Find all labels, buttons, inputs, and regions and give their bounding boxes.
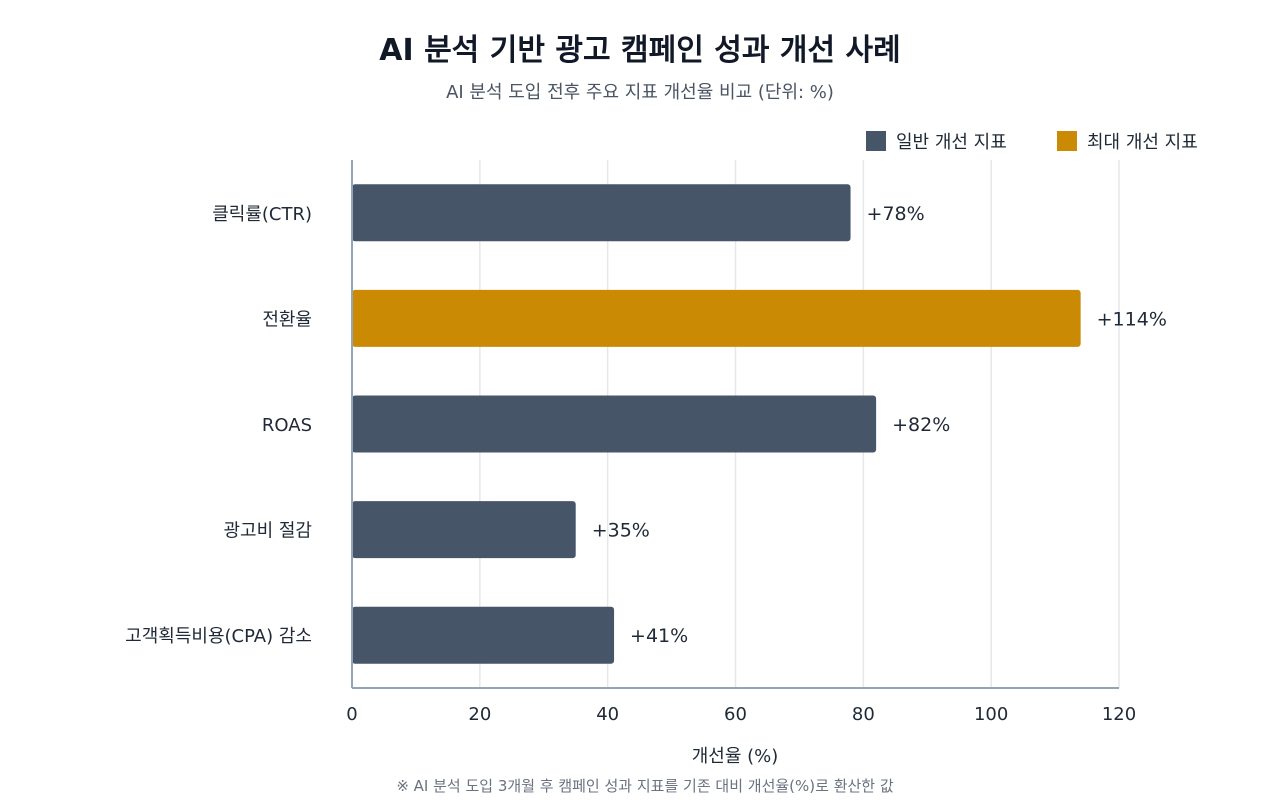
- category-label-2: ROAS: [262, 415, 312, 436]
- chart-subtitle: AI 분석 도입 전후 주요 지표 개선율 비교 (단위: %): [446, 82, 834, 103]
- category-label-0: 클릭률(CTR): [212, 204, 312, 225]
- legend-swatch-highlight: [1057, 131, 1077, 151]
- bar-1: [352, 289, 1081, 347]
- category-label-4: 고객획득비용(CPA) 감소: [125, 626, 312, 647]
- bar-0: [352, 184, 851, 242]
- x-tick-label-0: 0: [346, 704, 357, 725]
- legend-label-normal: 일반 개선 지표: [896, 132, 1007, 153]
- value-label-0: +78%: [867, 203, 925, 225]
- bars: [352, 184, 1081, 664]
- bar-3: [352, 501, 576, 559]
- bar-2: [352, 395, 877, 453]
- x-tick-label-6: 120: [1102, 704, 1136, 725]
- x-tick-label-5: 100: [974, 704, 1008, 725]
- value-label-2: +82%: [892, 414, 950, 436]
- x-tick-label-1: 20: [468, 704, 491, 725]
- x-axis-title: 개선율 (%): [692, 746, 779, 767]
- labels: 클릭률(CTR) +78% 전환율 +114% ROAS +82% 광고비 절감 +35% 고객…: [125, 203, 1167, 647]
- value-label-4: +41%: [630, 625, 688, 647]
- value-label-3: +35%: [592, 520, 650, 542]
- x-tick-label-3: 60: [724, 704, 747, 725]
- category-label-3: 광고비 절감: [223, 521, 312, 542]
- x-tick-label-2: 40: [596, 704, 619, 725]
- legend-swatch-normal: [866, 131, 886, 151]
- legend: 일반 개선 지표 최대 개선 지표: [866, 131, 1198, 153]
- chart-title: AI 분석 기반 광고 캠페인 성과 개선 사례: [379, 33, 901, 68]
- footnote: ※ AI 분석 도입 3개월 후 캠페인 성과 지표를 기존 대비 개선율(%)…: [396, 777, 894, 795]
- value-label-1: +114%: [1097, 308, 1167, 330]
- axes: 0 20 40 60 80 100 120: [346, 160, 1136, 725]
- bar-4: [352, 606, 615, 664]
- category-label-1: 전환율: [262, 309, 312, 330]
- x-tick-label-4: 80: [852, 704, 875, 725]
- legend-label-highlight: 최대 개선 지표: [1087, 132, 1198, 153]
